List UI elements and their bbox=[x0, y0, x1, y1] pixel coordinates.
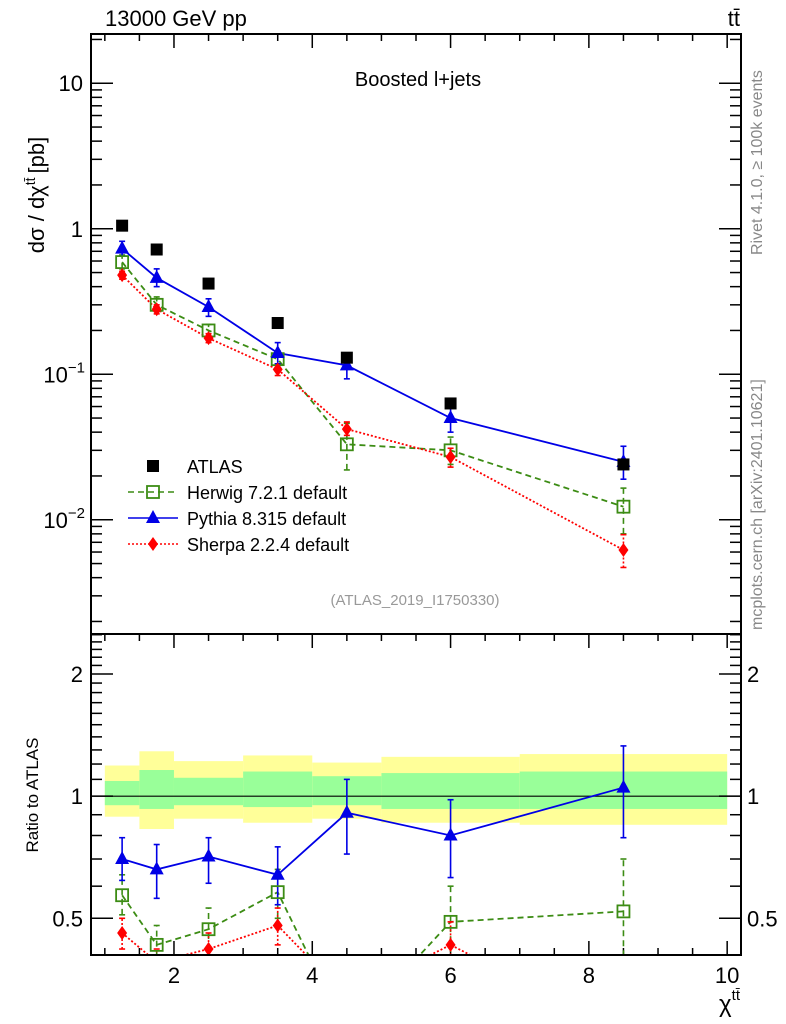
pythia-marker bbox=[149, 269, 164, 283]
herwig-marker bbox=[339, 437, 354, 452]
side-text-mcplots: mcplots.cern.ch [arXiv:2401.10621] bbox=[749, 379, 766, 630]
pythia-ratio-marker bbox=[201, 848, 216, 862]
herwig-ratio-line bbox=[121, 890, 624, 955]
y-tick-label: 10−2 bbox=[43, 505, 85, 533]
x-tick-label: 8 bbox=[583, 963, 595, 988]
sherpa-ratio-marker bbox=[272, 918, 283, 933]
legend-entry-pythia: Pythia 8.315 default bbox=[128, 509, 346, 529]
legend-marker-herwig bbox=[146, 485, 160, 499]
herwig-ratio-marker bbox=[270, 885, 285, 900]
herwig-marker bbox=[616, 499, 631, 514]
ratio-band-stat bbox=[243, 771, 313, 808]
ratio-tick-label-right: 1 bbox=[747, 784, 759, 809]
ratio-frame bbox=[90, 633, 742, 956]
atlas-marker bbox=[150, 243, 163, 256]
ratio-axis-label: Ratio to ATLAS bbox=[23, 738, 42, 853]
legend-label-sherpa: Sherpa 2.2.4 default bbox=[187, 535, 349, 555]
y-axis-label-unit: [pb] bbox=[24, 137, 49, 174]
pythia-marker bbox=[201, 298, 216, 312]
sherpa-marker bbox=[618, 542, 629, 557]
sherpa-ratio-marker bbox=[342, 990, 352, 1004]
ratio-band-stat bbox=[104, 780, 140, 806]
pythia-ratio-marker bbox=[270, 866, 285, 880]
y-tick-label-exp: −2 bbox=[68, 505, 85, 522]
pythia-ratio-marker bbox=[339, 804, 354, 818]
legend-label-atlas: ATLAS bbox=[187, 457, 243, 477]
ratio-band-stat bbox=[139, 770, 174, 809]
x-tick-label: 6 bbox=[444, 963, 456, 988]
legend-entry-atlas: ATLAS bbox=[147, 457, 243, 477]
ratio-tick-label-right: 2 bbox=[747, 662, 759, 687]
ratio-tick-label-left: 1 bbox=[71, 784, 83, 809]
sherpa-marker bbox=[445, 449, 456, 464]
pythia-ratio-marker bbox=[115, 851, 130, 865]
sherpa-marker bbox=[117, 268, 128, 283]
pythia-line bbox=[121, 247, 624, 463]
pythia-ratio-marker bbox=[616, 779, 631, 793]
atlas-marker bbox=[271, 317, 284, 330]
herwig-ratio-marker bbox=[149, 937, 164, 952]
y-tick-label: 1 bbox=[71, 217, 83, 242]
legend-label-pythia: Pythia 8.315 default bbox=[187, 509, 346, 529]
pythia-ratio-marker bbox=[149, 861, 164, 875]
sherpa-ratio-marker bbox=[445, 937, 456, 952]
ratio-panel: 2 4 6 8 10 2 2 1 1 0.5 0.5 bbox=[52, 633, 778, 1004]
ratio-tick-label-left: 2 bbox=[71, 662, 83, 687]
sherpa-ratio-marker bbox=[203, 942, 214, 955]
legend-marker-pythia bbox=[146, 510, 160, 523]
atlas-marker bbox=[617, 458, 630, 471]
y-axis-label: dσ / dχtt̄ [pb] bbox=[22, 137, 49, 253]
y-tick-label: 10 bbox=[59, 71, 83, 96]
ratio-tick-label-left: 0.5 bbox=[52, 906, 83, 931]
ratio-tick-label-right: 0.5 bbox=[747, 906, 778, 931]
header-right: tt̄ bbox=[728, 6, 740, 31]
legend-marker-atlas bbox=[147, 460, 159, 472]
pythia-marker bbox=[339, 357, 354, 371]
main-panel: Boosted l+jets (ATLAS_2019_I1750330) 101… bbox=[43, 33, 742, 635]
legend: ATLAS Herwig 7.2.1 default Pythia 8.315 de… bbox=[128, 457, 349, 555]
herwig-ratio-marker bbox=[201, 922, 216, 937]
herwig-ratio-marker bbox=[115, 888, 130, 903]
plot-title: Boosted l+jets bbox=[355, 69, 481, 91]
y-tick-label-base: 10 bbox=[43, 362, 67, 387]
pythia-marker bbox=[270, 344, 285, 358]
pythia-ratio-marker bbox=[443, 827, 458, 841]
legend-label-herwig: Herwig 7.2.1 default bbox=[187, 483, 347, 503]
herwig-marker bbox=[115, 255, 130, 269]
sherpa-marker bbox=[341, 422, 352, 437]
x-axis-label-sup: tt̄ bbox=[732, 987, 741, 1004]
herwig-ratio-marker bbox=[616, 904, 631, 919]
sherpa-ratio-marker bbox=[117, 925, 128, 940]
y-tick-label: 10−1 bbox=[43, 359, 85, 387]
sherpa-marker bbox=[203, 331, 214, 346]
atlas-marker bbox=[116, 219, 129, 232]
x-axis-label-main: χ bbox=[719, 991, 732, 1018]
y-axis-label-sup: tt̄ bbox=[22, 177, 38, 185]
sherpa-marker bbox=[151, 302, 162, 317]
atlas-marker bbox=[202, 277, 215, 290]
x-tick-label: 10 bbox=[715, 963, 739, 988]
y-axis-label-main: dσ / dχ bbox=[24, 185, 49, 253]
legend-marker-sherpa bbox=[148, 537, 158, 551]
pythia-marker bbox=[115, 240, 130, 254]
sherpa-ratio-marker bbox=[152, 955, 162, 969]
analysis-label: (ATLAS_2019_I1750330) bbox=[330, 592, 499, 609]
side-text-rivet: Rivet 4.1.0, ≥ 100k events bbox=[749, 70, 766, 255]
pythia-marker bbox=[443, 410, 458, 424]
x-tick-label: 2 bbox=[168, 963, 180, 988]
legend-entry-sherpa: Sherpa 2.2.4 default bbox=[128, 535, 349, 555]
legend-entry-herwig: Herwig 7.2.1 default bbox=[128, 483, 347, 503]
herwig-ratio-marker bbox=[443, 914, 458, 929]
sherpa-ratio-line bbox=[121, 924, 473, 955]
header-left: 13000 GeV pp bbox=[105, 6, 247, 31]
ratio-band-stat bbox=[173, 777, 244, 806]
sherpa-marker bbox=[272, 362, 283, 377]
y-tick-label-exp: −1 bbox=[68, 359, 85, 376]
atlas-marker bbox=[444, 397, 457, 410]
x-axis-label: χtt̄ bbox=[719, 987, 741, 1018]
x-tick-label: 4 bbox=[306, 963, 318, 988]
atlas-marker bbox=[340, 351, 353, 364]
y-tick-label-base: 10 bbox=[43, 508, 67, 533]
